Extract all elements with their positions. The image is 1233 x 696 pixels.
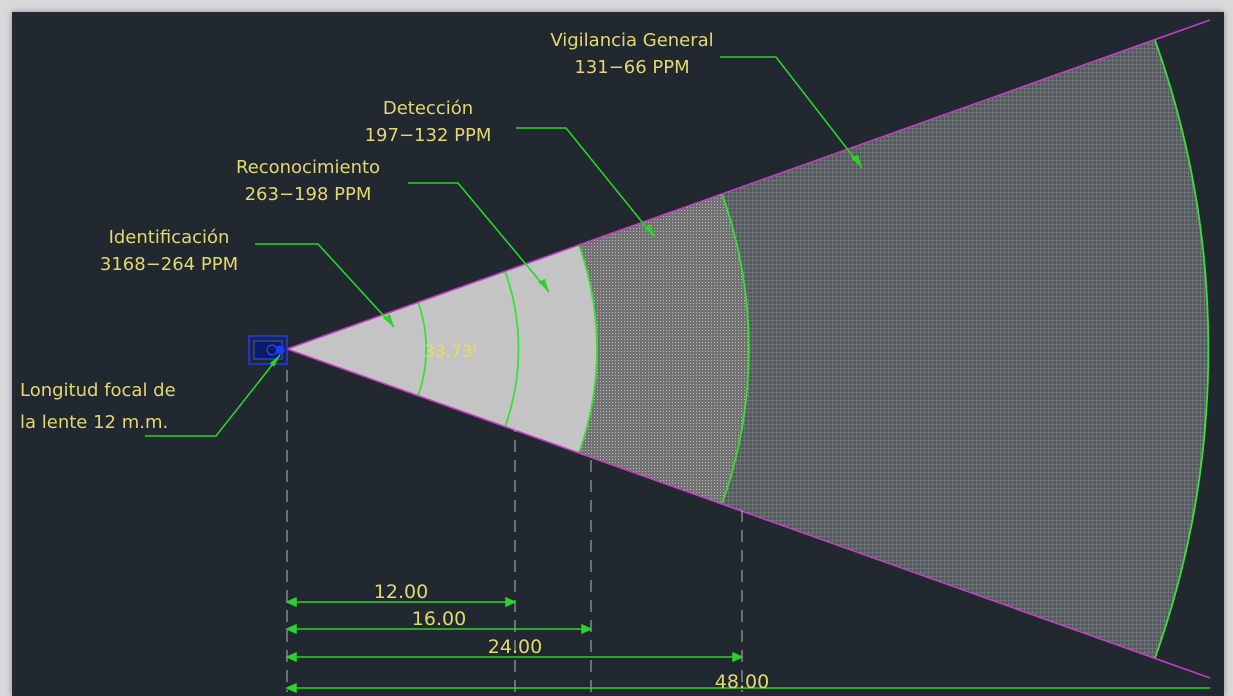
camera-label-line2: la lente 12 m.m.: [20, 412, 168, 433]
fov-angle-label: 33.73': [424, 342, 477, 362]
dimension-label-24: 24.00: [488, 636, 542, 658]
zone-label-vigilancia-range: 131−66 PPM: [574, 57, 689, 78]
zone-label-deteccion-range: 197−132 PPM: [365, 125, 492, 146]
zone-label-vigilancia-name: Vigilancia General: [550, 30, 713, 51]
zone-label-identificacion-name: Identificación: [109, 227, 230, 248]
zone-label-deteccion-name: Detección: [383, 98, 473, 119]
zone-label-reconocimiento-range: 263−198 PPM: [245, 184, 372, 205]
cad-drawing-area: 33.73' Vigilancia General 131−66 PPM Det…: [12, 12, 1224, 696]
camera-label-line1: Longitud focal de: [20, 380, 176, 401]
camera-icon: [249, 336, 287, 364]
dimension-label-12: 12.00: [374, 581, 428, 603]
zone-label-reconocimiento-name: Reconocimiento: [236, 157, 380, 178]
dimension-label-48: 48.00: [715, 671, 769, 693]
zone-label-identificacion-range: 3168−264 PPM: [100, 254, 238, 275]
dimension-label-16: 16.00: [412, 608, 466, 630]
camera-coverage-diagram: 33.73' Vigilancia General 131−66 PPM Det…: [12, 12, 1224, 696]
